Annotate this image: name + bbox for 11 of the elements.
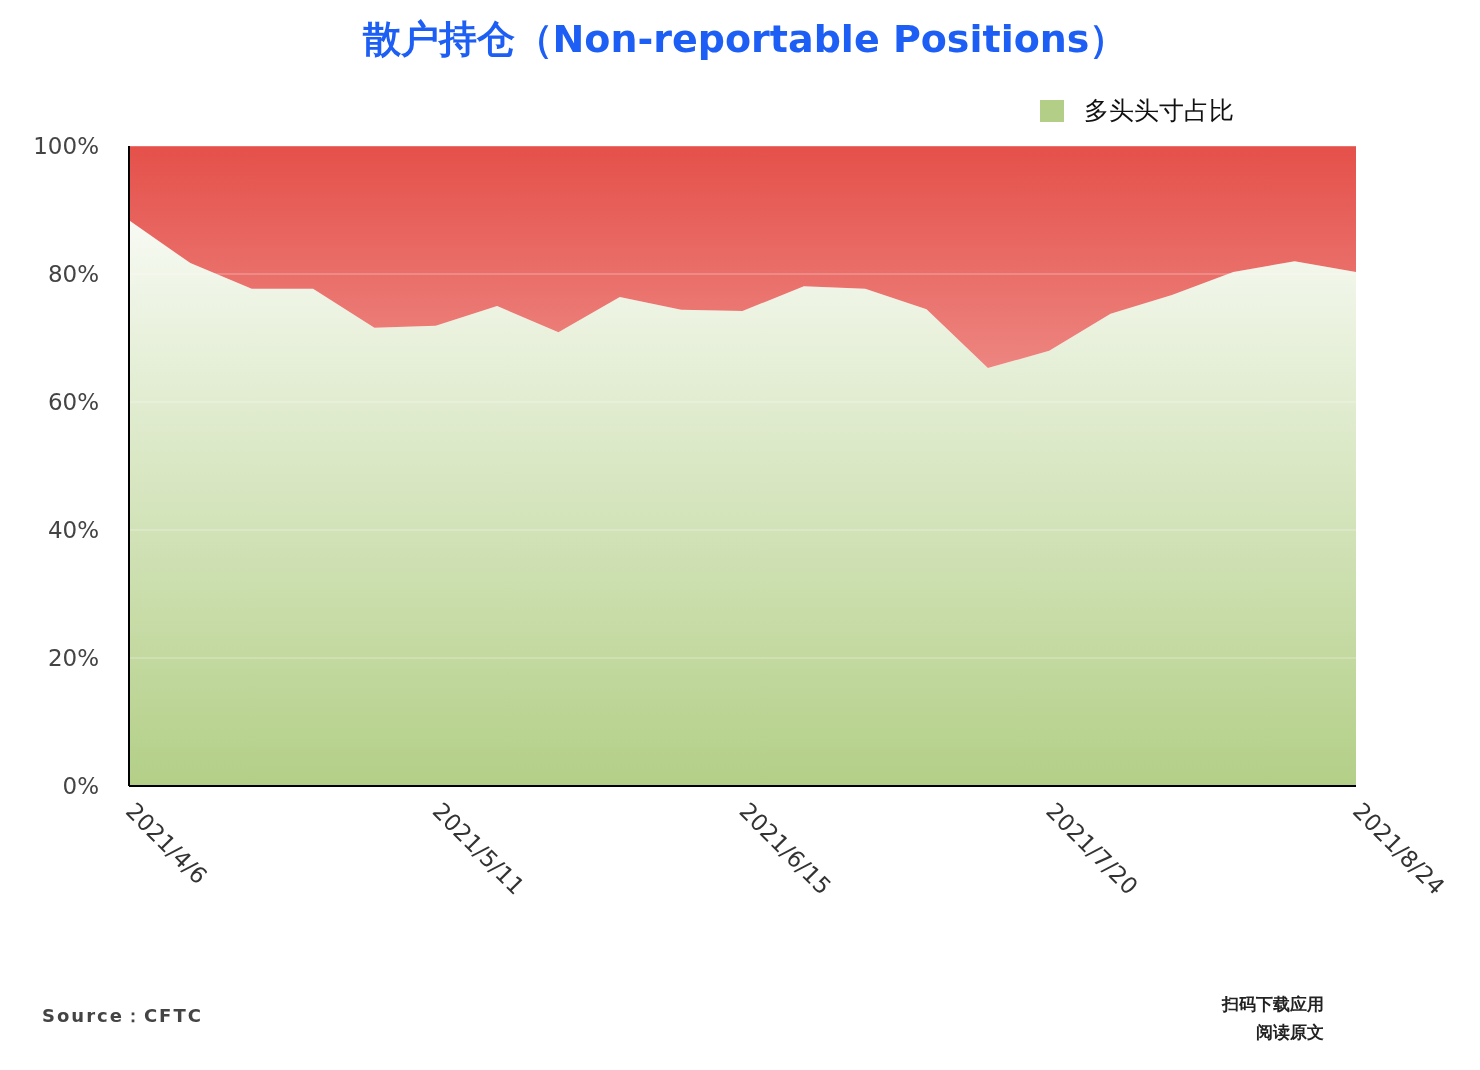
text: 阅读原文 (1256, 1022, 1324, 1042)
source-note: Source：CFTC (42, 1005, 203, 1026)
y-tick-label: 100% (33, 133, 99, 159)
y-tick-label: 0% (62, 773, 99, 799)
y-tick-label: 20% (47, 645, 99, 671)
y-tick-label: 40% (47, 517, 99, 543)
y-tick-label: 80% (47, 261, 99, 287)
chart-title: 散户持仓（Non-reportable Positions） (361, 17, 1128, 61)
text: 扫码下载应用 (1221, 994, 1324, 1014)
y-tick-label: 60% (47, 389, 99, 415)
legend-label: 多头头寸占比 (1084, 96, 1234, 125)
